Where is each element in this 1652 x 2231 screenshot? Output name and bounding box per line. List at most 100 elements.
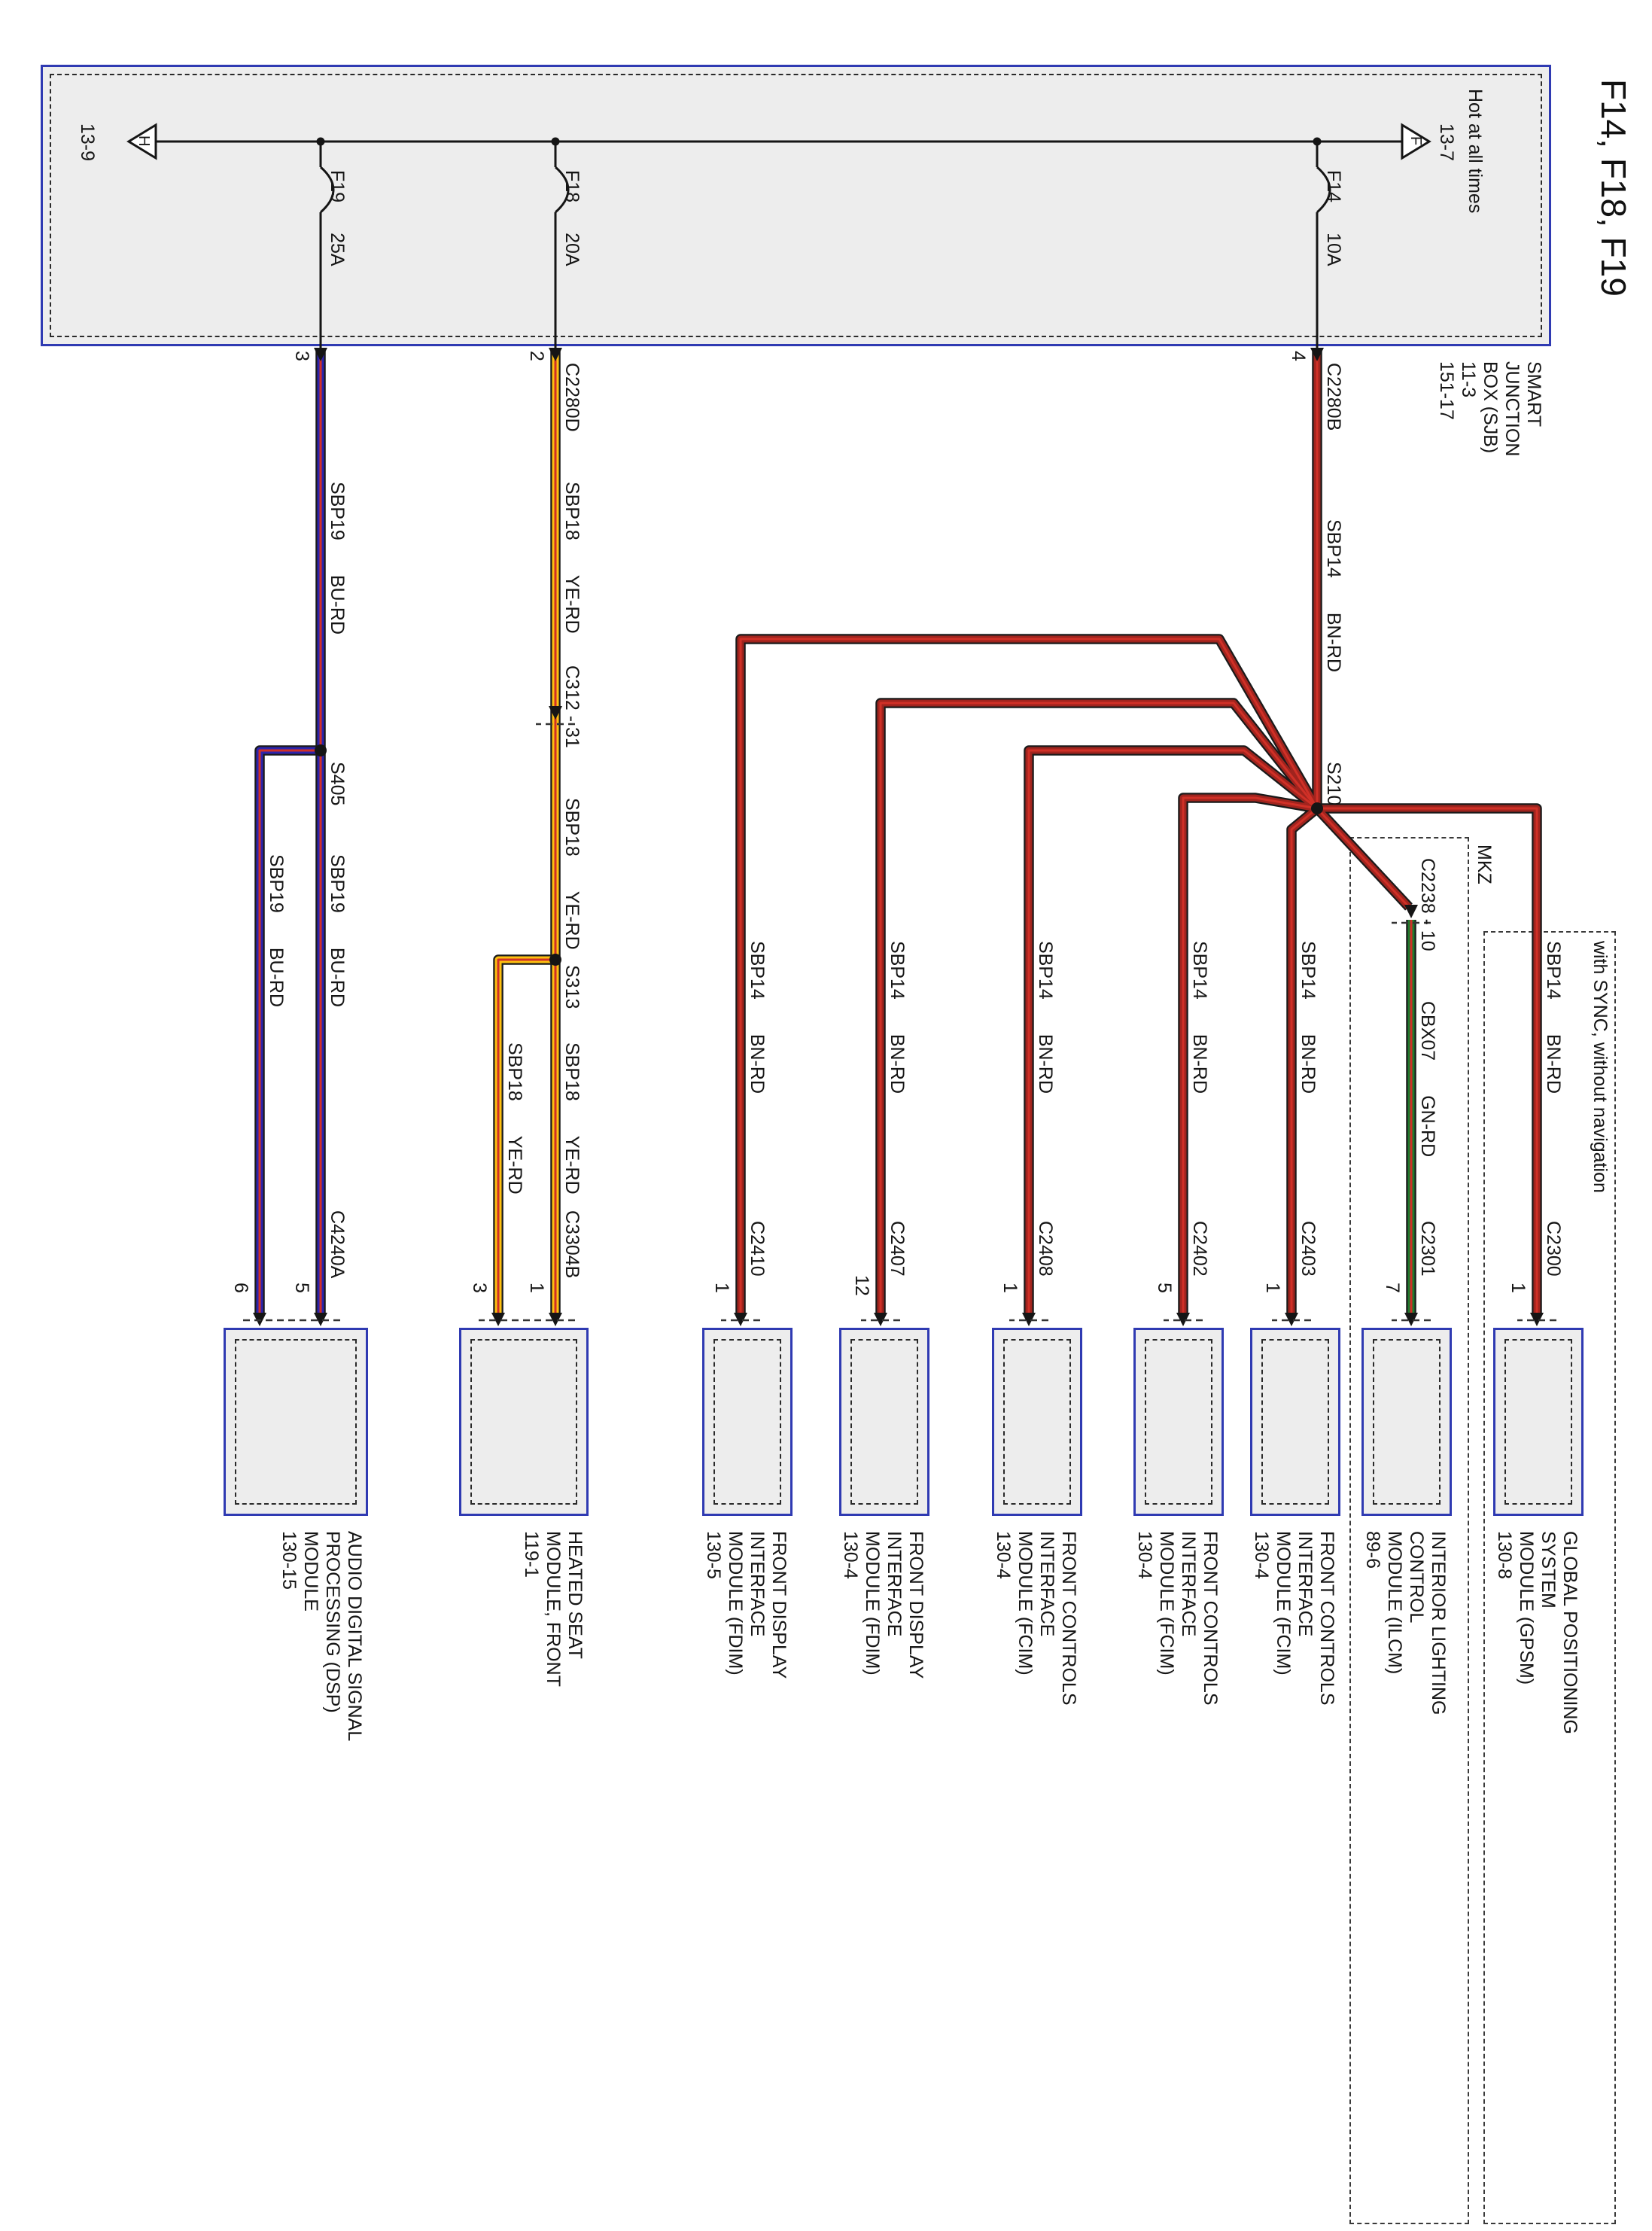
- sync-group-label: with SYNC, without navigation: [1590, 941, 1611, 1193]
- wire-color-code: YE-RD: [561, 890, 583, 950]
- connector-dashed-lines: [240, 723, 1556, 1322]
- fuse-rating: 25A: [327, 233, 348, 266]
- pin-number: 1: [526, 1283, 547, 1293]
- wire-label-sbp14: SBP14 BN-RD: [1323, 519, 1344, 673]
- circuit-id: SBP14: [1298, 941, 1319, 1000]
- h-terminal-letter: H: [135, 135, 152, 147]
- wire-color-code: YE-RD: [561, 1135, 583, 1195]
- fuse-name: F14: [1323, 170, 1344, 203]
- wire-color-code: GN-RD: [1417, 1095, 1438, 1158]
- circuit-id: SBP14: [1543, 941, 1564, 1000]
- connector-label-c2407: C2407: [887, 1221, 908, 1277]
- fuse-name: F19: [327, 170, 348, 203]
- pin-number: 12: [851, 1275, 872, 1296]
- wire-label-sbp18: SBP18 YE-RD: [561, 798, 583, 950]
- connector-label-c3304b: C3304B: [561, 1210, 583, 1279]
- connector-label-c4240a: C4240A: [327, 1210, 348, 1279]
- wire-label-sbp18: SBP18 YE-RD: [561, 482, 583, 634]
- wire-label-sbp14: SBP14 BN-RD: [887, 941, 908, 1094]
- wire-label-sbp19: SBP19 BU-RD: [327, 482, 348, 635]
- circuit-id: SBP14: [1323, 519, 1344, 578]
- pin-number: 2: [526, 351, 547, 361]
- connector-label-c2280d: C2280D: [561, 363, 583, 432]
- f-terminal-letter: F: [1407, 136, 1424, 146]
- module-desc-ilcm: INTERIOR LIGHTING CONTROL MODULE (ILCM) 89-…: [1362, 1531, 1449, 1715]
- wire-color-code: BN-RD: [1543, 1033, 1564, 1094]
- wire-label-sbp14: SBP14 BN-RD: [1543, 941, 1564, 1094]
- wire-label-sbp14: SBP14 BN-RD: [1298, 941, 1319, 1094]
- splice-label-s313: S313: [561, 965, 583, 1009]
- pin-number: 3: [291, 351, 312, 361]
- pin-number: 4: [1288, 351, 1309, 361]
- wire-color-code: BN-RD: [1323, 612, 1344, 673]
- wires-sbp19-bu-rd: [254, 348, 326, 1314]
- wire-color-code: BN-RD: [1189, 1033, 1210, 1094]
- connector-label-c2410: C2410: [747, 1221, 768, 1277]
- module-desc-dsp: AUDIO DIGITAL SIGNAL PROCESSING (DSP) MODU…: [278, 1531, 365, 1742]
- wires-sbp14-bn-rd: [735, 348, 1542, 1314]
- module-desc-fcim-1: FRONT CONTROLS INTERFACE MODULE (FCIM) 130-…: [1251, 1531, 1337, 1706]
- pin-number: 7: [1382, 1283, 1403, 1293]
- pin-number: 5: [1154, 1283, 1175, 1293]
- wire-color-code: BN-RD: [1035, 1033, 1056, 1094]
- inline-connector-label-c312: C312 - 31: [561, 665, 583, 748]
- wires-sbp18-ye-rd: [493, 348, 561, 1314]
- fuse-name: F18: [561, 170, 583, 203]
- connector-label-c2300: C2300: [1543, 1221, 1564, 1277]
- connector-arrows: [253, 348, 1544, 1326]
- module-desc-fcim-3: FRONT CONTROLS INTERFACE MODULE (FCIM) 130-…: [993, 1531, 1079, 1706]
- module-desc-gpsm: GLOBAL POSITIONING SYSTEM MODULE (GPSM) 130…: [1494, 1531, 1581, 1734]
- pin-number: 3: [469, 1283, 490, 1293]
- circuit-id: SBP18: [504, 1042, 525, 1101]
- mkz-group-label: MKZ: [1474, 845, 1495, 884]
- circuit-id: SBP19: [327, 854, 348, 913]
- circuit-id: SBP14: [747, 941, 768, 1000]
- inline-connector-label-c2238: C2238 - 10: [1417, 858, 1438, 951]
- pin-number: 6: [230, 1283, 251, 1293]
- wire-color-code: BN-RD: [1298, 1033, 1319, 1094]
- bus-junction-dots: [316, 137, 1322, 146]
- wire-label-sbp14: SBP14 BN-RD: [1035, 941, 1056, 1094]
- module-desc-fdim-1: FRONT DISPLAY INTERFACE MODULE (FDIM) 130-4: [840, 1531, 926, 1679]
- fuse-rating: 20A: [561, 233, 583, 266]
- splice-label-s405: S405: [327, 762, 348, 806]
- h-terminal-triangle: [126, 123, 157, 160]
- sjb-name-block: SMART JUNCTION BOX (SJB) 11-3 151-17: [1436, 361, 1544, 457]
- hot-at-all-times-label: Hot at all times: [1465, 89, 1486, 214]
- connector-label-c2403: C2403: [1298, 1221, 1319, 1277]
- circuit-id: SBP18: [561, 1042, 583, 1101]
- wire-color-code: BN-RD: [887, 1033, 908, 1094]
- circuit-id: SBP14: [1189, 941, 1210, 1000]
- splice-dots: [315, 744, 1323, 966]
- pin-number: 5: [291, 1283, 312, 1293]
- wire-label-sbp19: SBP19 BU-RD: [266, 854, 287, 1008]
- connector-label-c2402: C2402: [1189, 1221, 1210, 1277]
- fuse-label-f14: F14 10A: [1323, 170, 1344, 266]
- wire-color-code: BN-RD: [747, 1033, 768, 1094]
- pin-number: 1: [1262, 1283, 1283, 1293]
- pin-number: 1: [1507, 1283, 1529, 1293]
- power-bus-lines: [154, 140, 1404, 348]
- wire-label-sbp18: SBP18 YE-RD: [561, 1042, 583, 1195]
- circuit-id: CBX07: [1417, 1001, 1438, 1061]
- fuse-label-f18: F18 20A: [561, 170, 583, 266]
- wire-label-sbp14: SBP14 BN-RD: [747, 941, 768, 1094]
- wire-color-code: BU-RD: [327, 574, 348, 635]
- circuit-id: SBP14: [887, 941, 908, 1000]
- wire-color-code: BU-RD: [266, 947, 287, 1008]
- h-page-ref: 13-9: [77, 123, 98, 162]
- connector-label-c2280b: C2280B: [1323, 363, 1344, 431]
- hot-page-ref: 13-7: [1436, 123, 1457, 162]
- wire-label-cbx07: CBX07 GN-RD: [1417, 1001, 1438, 1158]
- fuse-rating: 10A: [1323, 233, 1344, 266]
- circuit-id: SBP19: [266, 854, 287, 913]
- module-desc-fdim-2: FRONT DISPLAY INTERFACE MODULE (FDIM) 130-5: [703, 1531, 789, 1679]
- wire-label-sbp19: SBP19 BU-RD: [327, 854, 348, 1007]
- module-desc-fcim-2: FRONT CONTROLS INTERFACE MODULE (FCIM) 130-…: [1134, 1531, 1221, 1706]
- circuit-id: SBP19: [327, 482, 348, 540]
- f-terminal-triangle: [1401, 123, 1431, 160]
- splice-label-s210: S210: [1323, 762, 1344, 806]
